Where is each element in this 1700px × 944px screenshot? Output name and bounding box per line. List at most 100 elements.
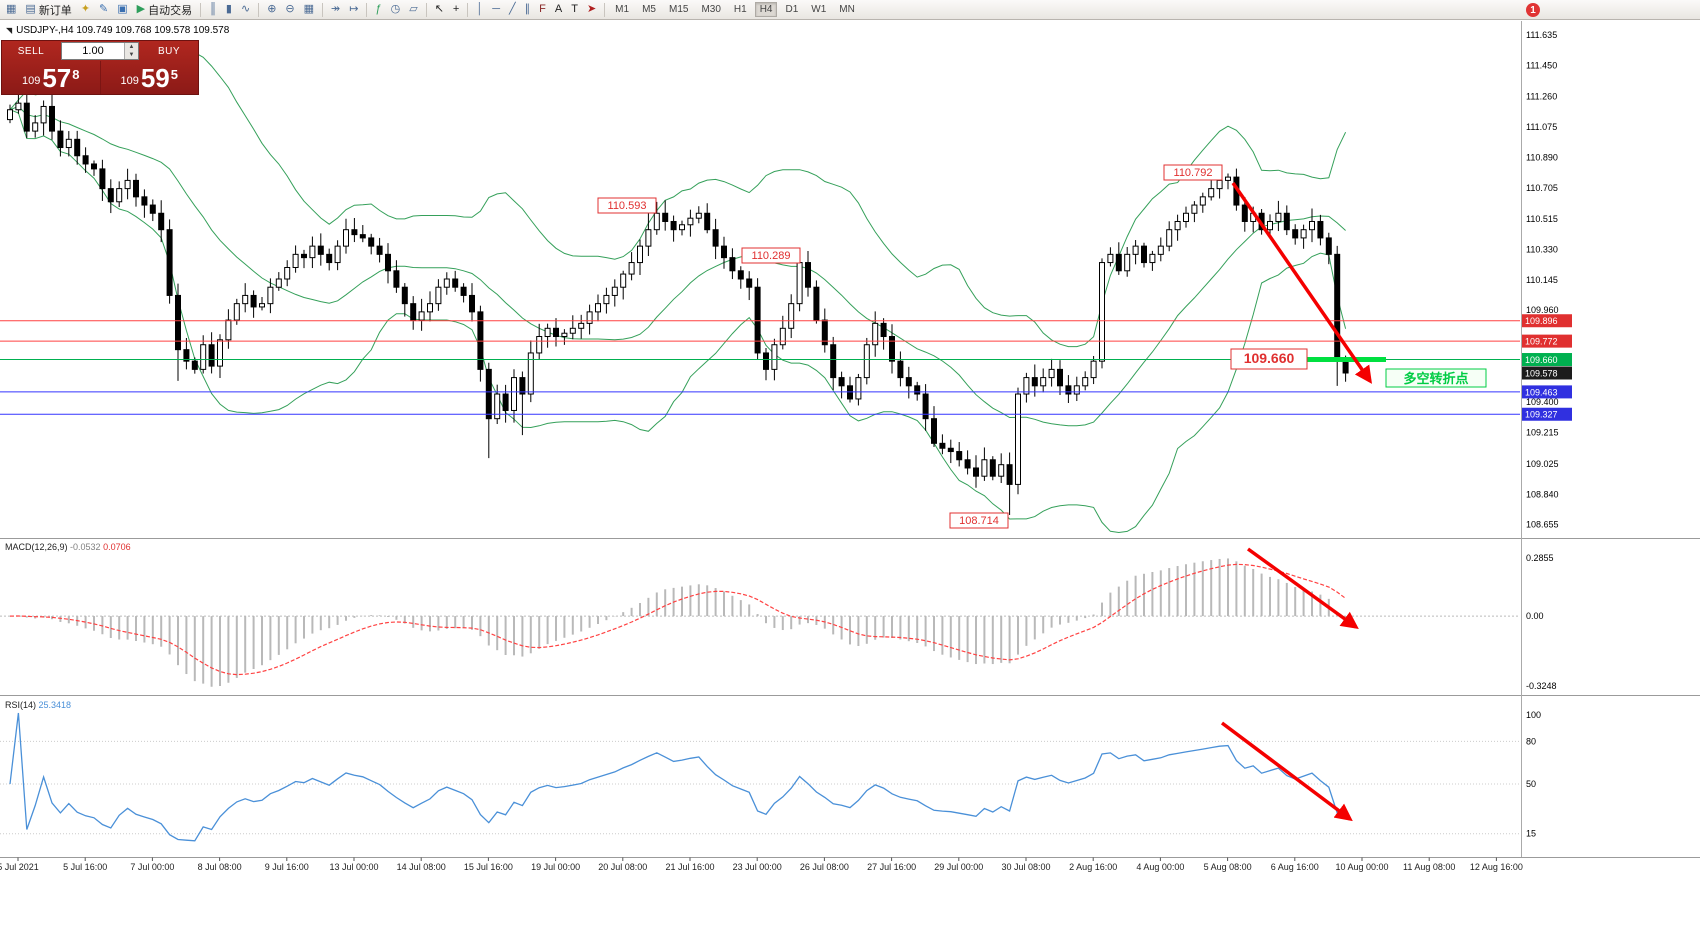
metaeditor-icon: ✎ [99, 3, 109, 15]
tile-windows-icon[interactable]: ▦ [300, 0, 318, 19]
svg-text:109.025: 109.025 [1526, 459, 1559, 469]
ask-price[interactable]: 109 59 5 [101, 61, 199, 94]
svg-text:5 Jul 16:00: 5 Jul 16:00 [63, 862, 107, 872]
zoom-out-icon[interactable]: ⊖ [281, 0, 298, 19]
svg-text:0.2855: 0.2855 [1526, 553, 1554, 563]
zoom-out-icon: ⊖ [285, 3, 295, 15]
templates-icon[interactable]: ▱ [405, 0, 421, 19]
svg-text:109.215: 109.215 [1526, 428, 1559, 438]
rsi-label: RSI(14) 25.3418 [5, 700, 71, 710]
autotrading-button-icon: ▶ [136, 3, 146, 15]
line-chart-icon[interactable]: ∿ [237, 0, 254, 19]
new-chart-icon: ▦ [6, 3, 17, 15]
fibonacci-icon[interactable]: F [535, 0, 550, 19]
price-annotations[interactable]: 110.593 110.289 110.792 108.714 109.660 [597, 164, 1308, 529]
terminal-icon[interactable]: ▣ [113, 0, 131, 19]
svg-text:30 Jul 08:00: 30 Jul 08:00 [1001, 862, 1050, 872]
chart-corner-icon: ◥ [6, 26, 13, 35]
one-click-trading-panel: SELL 1.00 ▲ ▼ BUY 109 57 8 109 59 5 [1, 40, 199, 95]
new-order-button[interactable]: ▤ 新订单 [21, 0, 75, 19]
timeframe-MN[interactable]: MN [839, 4, 855, 15]
svg-text:26 Jul 08:00: 26 Jul 08:00 [800, 862, 849, 872]
price-chart-canvas[interactable]: 110.593 110.289 110.792 108.714 109.660 多空转折点… [0, 21, 1700, 944]
time-scale[interactable]: 5 Jul 2021 5 Jul 16:00 7 Jul 00:00 8 Jul 08… [0, 857, 1523, 873]
macd-label: MACD(12,26,9) -0.0532 0.0706 [5, 542, 131, 552]
timeframe-W1[interactable]: W1 [811, 4, 827, 15]
svg-text:-0.3248: -0.3248 [1526, 681, 1557, 691]
timeframe-D1[interactable]: D1 [785, 4, 799, 15]
svg-text:12 Aug 16:00: 12 Aug 16:00 [1470, 862, 1523, 872]
bar-chart-icon: ║ [209, 3, 217, 15]
periods-icon[interactable]: ◷ [387, 0, 405, 19]
volume-control[interactable]: 1.00 ▲ ▼ [61, 42, 139, 60]
indicators-icon[interactable]: ƒ [371, 0, 385, 19]
svg-text:13 Jul 00:00: 13 Jul 00:00 [329, 862, 378, 872]
auto-scroll-icon: ↠ [331, 3, 341, 15]
trend-arrow[interactable] [1231, 182, 1372, 384]
svg-text:27 Jul 16:00: 27 Jul 16:00 [867, 862, 916, 872]
timeframe-H1[interactable]: H1 [733, 4, 747, 15]
chart-shift-icon[interactable]: ↦ [345, 0, 362, 19]
line-chart-icon: ∿ [240, 3, 251, 15]
autotrading-button[interactable]: ▶ 自动交易 [133, 0, 196, 19]
metaeditor-icon[interactable]: ✎ [95, 0, 112, 19]
text-icon: A [554, 3, 563, 15]
crosshair-icon[interactable]: + [449, 0, 463, 19]
svg-text:111.450: 111.450 [1526, 60, 1557, 70]
turning-point-note-box[interactable] [1385, 368, 1487, 388]
price-scale[interactable]: 111.635 111.450 111.260 111.075 110.890 110.7… [1522, 30, 1572, 530]
text-label-icon[interactable]: T [567, 0, 582, 19]
volume-up-button[interactable]: ▲ [125, 43, 138, 51]
bar-chart-icon[interactable]: ║ [205, 0, 221, 19]
vertical-line-icon[interactable]: │ [472, 0, 487, 19]
sell-button[interactable]: SELL [2, 41, 60, 61]
svg-text:5 Jul 2021: 5 Jul 2021 [0, 862, 39, 872]
new-chart-icon[interactable]: ▦ [2, 0, 20, 19]
buy-button[interactable]: BUY [140, 41, 198, 61]
svg-text:9 Jul 16:00: 9 Jul 16:00 [265, 862, 309, 872]
trend-arrow[interactable] [1220, 721, 1353, 822]
bid-price[interactable]: 109 57 8 [2, 61, 100, 94]
horizontal-line-icon[interactable]: ─ [488, 0, 504, 19]
svg-text:19 Jul 00:00: 19 Jul 00:00 [531, 862, 580, 872]
strategy-tester-icon[interactable]: ✦ [77, 0, 94, 19]
notification-badge[interactable]: 1 [1526, 3, 1540, 17]
arrows-tool-icon[interactable]: ➤ [583, 0, 600, 19]
zoom-in-icon[interactable]: ⊕ [263, 0, 280, 19]
svg-text:109.400: 109.400 [1526, 397, 1559, 407]
auto-scroll-icon[interactable]: ↠ [327, 0, 344, 19]
vertical-line-icon: │ [476, 3, 484, 15]
candlestick-chart-icon[interactable]: ▮ [222, 0, 236, 19]
equidistant-channel-icon[interactable]: ∥ [521, 0, 535, 19]
timeframe-M5[interactable]: M5 [642, 4, 656, 15]
new-order-button-label: 新订单 [38, 4, 72, 17]
text-icon[interactable]: A [551, 0, 566, 19]
svg-text:110.593: 110.593 [608, 200, 647, 212]
svg-text:109.772: 109.772 [1525, 337, 1558, 347]
new-order-button-icon: ▤ [25, 3, 36, 15]
svg-text:109.896: 109.896 [1525, 316, 1558, 326]
volume-value[interactable]: 1.00 [82, 45, 104, 57]
trade-panel-top-row: SELL 1.00 ▲ ▼ BUY [2, 41, 198, 61]
timeframe-M1[interactable]: M1 [615, 4, 630, 15]
svg-text:23 Jul 00:00: 23 Jul 00:00 [733, 862, 782, 872]
candlestick-chart-icon: ▮ [225, 3, 232, 15]
svg-text:5 Aug 08:00: 5 Aug 08:00 [1204, 862, 1252, 872]
timeframe-M30[interactable]: M30 [701, 4, 721, 15]
svg-text:4 Aug 00:00: 4 Aug 00:00 [1136, 862, 1184, 872]
svg-text:14 Jul 08:00: 14 Jul 08:00 [397, 862, 446, 872]
svg-text:6 Aug 16:00: 6 Aug 16:00 [1271, 862, 1319, 872]
cursor-icon[interactable]: ↖ [431, 0, 448, 19]
volume-down-button[interactable]: ▼ [125, 51, 138, 59]
timeframe-M15[interactable]: M15 [668, 4, 689, 15]
svg-text:108.714: 108.714 [959, 515, 999, 527]
svg-text:80: 80 [1526, 736, 1536, 746]
toolbar-separator [200, 2, 202, 17]
indicators-icon: ƒ [375, 3, 382, 15]
trend-arrow[interactable] [1246, 547, 1359, 630]
trendline-icon[interactable]: ╱ [505, 0, 520, 19]
svg-text:111.260: 111.260 [1526, 92, 1557, 102]
svg-text:0.00: 0.00 [1526, 611, 1544, 621]
timeframe-H4[interactable]: H4 [754, 2, 778, 17]
svg-text:110.145: 110.145 [1526, 275, 1558, 285]
